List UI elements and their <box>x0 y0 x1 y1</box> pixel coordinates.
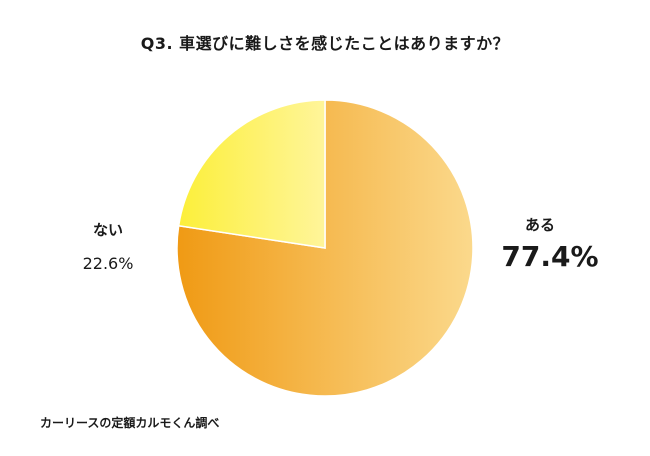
pie-slice-nai <box>177 99 326 249</box>
chart-title: Q3. 車選びに難しさを感じたことはありますか？ <box>140 34 510 53</box>
slice-value-nai: 22.6% <box>82 254 134 273</box>
slice-label-aru: ある <box>524 216 555 234</box>
slice-value-aru: 77.4% <box>501 240 599 273</box>
slice-label-nai: ない <box>92 221 123 239</box>
source-note: カーリースの定額カルモくん調べ <box>40 416 220 430</box>
